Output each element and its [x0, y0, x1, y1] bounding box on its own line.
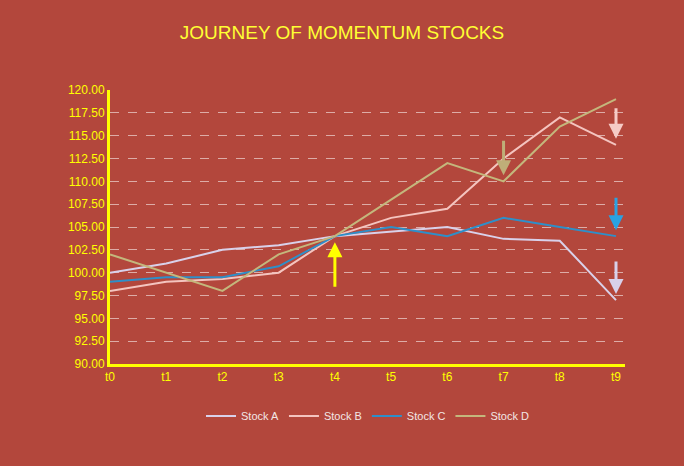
svg-text:Stock A: Stock A: [241, 410, 279, 422]
svg-text:112.50: 112.50: [69, 152, 105, 166]
svg-text:Stock C: Stock C: [407, 410, 446, 422]
svg-text:102.50: 102.50: [68, 243, 105, 257]
svg-text:120.00: 120.00: [68, 83, 105, 97]
svg-text:JOURNEY OF MOMENTUM STOCKS: JOURNEY OF MOMENTUM STOCKS: [180, 22, 504, 43]
svg-text:100.00: 100.00: [68, 266, 105, 280]
svg-text:t1: t1: [161, 370, 171, 384]
svg-text:t5: t5: [386, 370, 396, 384]
svg-text:t6: t6: [442, 370, 452, 384]
svg-text:95.00: 95.00: [75, 312, 105, 326]
svg-text:t3: t3: [274, 370, 284, 384]
svg-text:105.00: 105.00: [68, 220, 105, 234]
svg-text:107.50: 107.50: [68, 197, 105, 211]
svg-text:Stock B: Stock B: [324, 410, 362, 422]
svg-text:t4: t4: [330, 370, 340, 384]
svg-text:115.00: 115.00: [69, 129, 105, 143]
svg-text:t9: t9: [611, 370, 621, 384]
svg-text:92.50: 92.50: [75, 334, 105, 348]
svg-text:117.50: 117.50: [69, 106, 105, 120]
svg-text:t2: t2: [217, 370, 227, 384]
svg-text:90.00: 90.00: [75, 357, 105, 371]
svg-text:t0: t0: [105, 370, 115, 384]
svg-text:t7: t7: [499, 370, 509, 384]
svg-text:Stock D: Stock D: [490, 410, 529, 422]
svg-text:110.00: 110.00: [69, 175, 105, 189]
svg-text:97.50: 97.50: [75, 289, 105, 303]
svg-text:t8: t8: [555, 370, 565, 384]
